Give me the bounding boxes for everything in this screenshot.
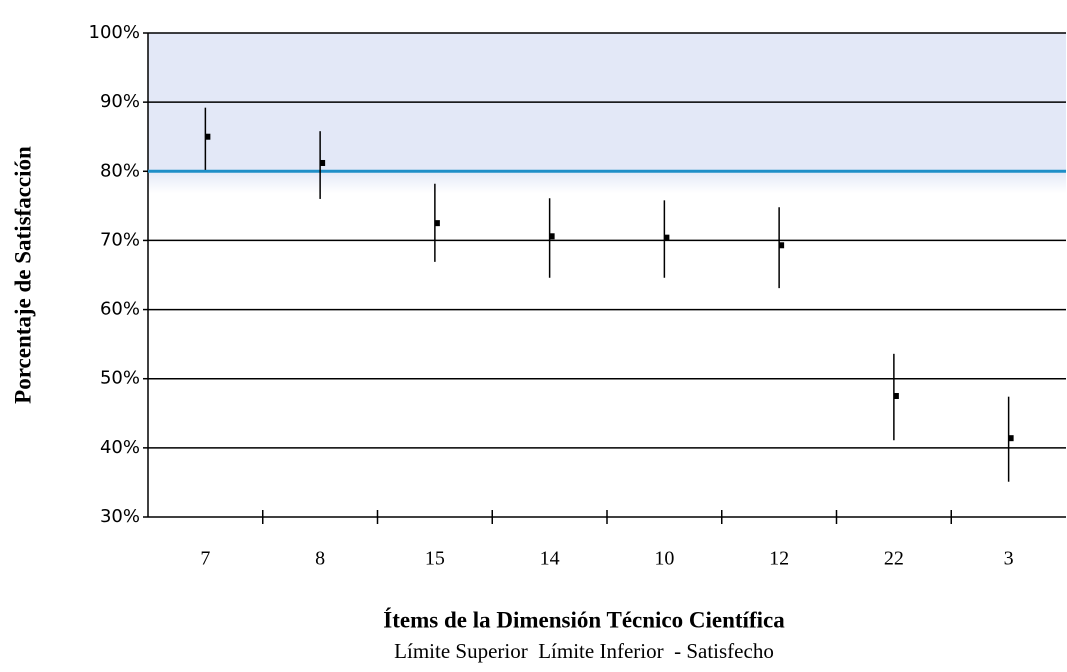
point <box>549 233 555 240</box>
y-tick-label: 40% <box>100 437 140 458</box>
x-tick-label: 22 <box>884 548 904 570</box>
legend-text: Límite Superior Límite Inferior - Satisf… <box>394 639 774 663</box>
x-tick-label: 12 <box>769 548 789 570</box>
point <box>893 393 899 399</box>
y-tick-label: 30% <box>100 506 140 527</box>
x-tick-label: 14 <box>540 548 560 570</box>
legend-entry: Límite Superior <box>394 639 528 663</box>
y-tick-label: 60% <box>100 299 140 320</box>
y-tick-label: 90% <box>100 91 140 112</box>
point <box>779 242 785 249</box>
point <box>320 159 326 166</box>
point <box>205 133 211 140</box>
x-tick-label: 7 <box>200 548 210 570</box>
legend: Límite Superior Límite Inferior - Satisf… <box>394 639 774 663</box>
x-tick-label: 3 <box>1004 548 1014 570</box>
y-tick-label: 100% <box>89 22 140 43</box>
point <box>1008 435 1014 442</box>
x-tick-label: 8 <box>315 548 325 570</box>
x-tick-label: 10 <box>654 548 674 570</box>
legend-marker: - <box>674 639 686 663</box>
legend-entry: Límite Inferior <box>538 639 663 663</box>
point <box>664 234 670 241</box>
y-tick-label: 80% <box>100 160 140 181</box>
y-tick-label: 70% <box>100 229 140 250</box>
point <box>434 220 440 227</box>
y-axis-title: Porcentaje de Satisfacción <box>10 146 35 404</box>
shaded-fade <box>148 171 1066 194</box>
x-axis-title: Ítems de la Dimensión Técnico Científica <box>383 607 785 632</box>
x-tick-label: 15 <box>425 548 445 570</box>
legend-entry: Satisfecho <box>686 639 773 663</box>
y-tick-label: 50% <box>100 368 140 389</box>
